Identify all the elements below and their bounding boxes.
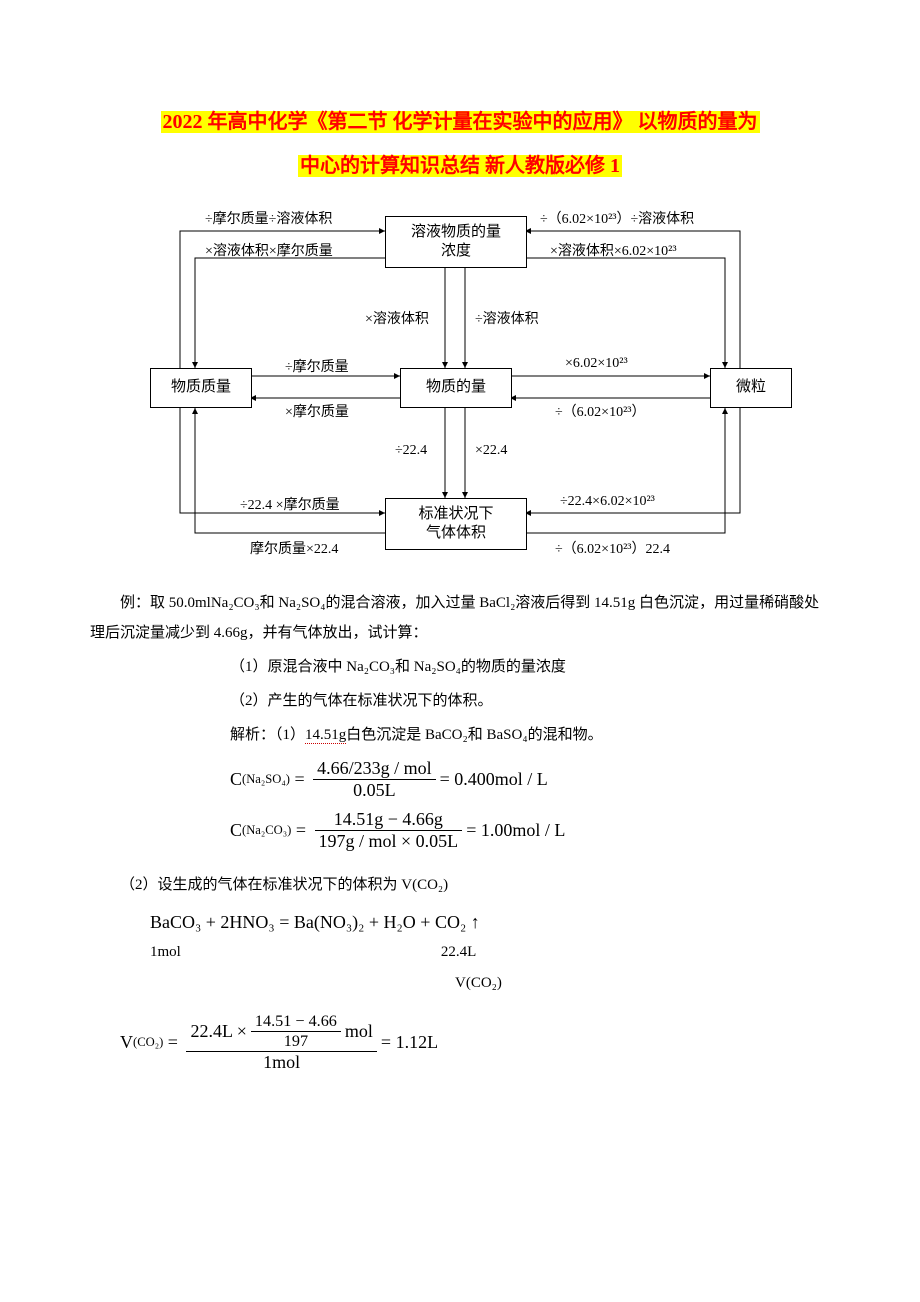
node-concentration: 溶液物质的量 浓度	[385, 216, 527, 268]
formula-c-co3: C(Na₂CO₃) = 14.51g − 4.66g197g / mol × 0…	[230, 809, 830, 852]
answer-intro: 解析：（1）14.51g白色沉淀是 BaCO₂和 BaSO₄的混和物。	[230, 720, 830, 750]
edge-label: ÷（6.02×10²³）÷溶液体积	[540, 208, 694, 228]
edge-label: ÷（6.02×10²³）22.4	[555, 538, 670, 558]
chemical-equation: BaCO₃ + 2HNO₃ = Ba(NO₃)₂ + H₂O + CO₂ ↑	[150, 904, 830, 940]
part2-intro: （2）设生成的气体在标准状况下的体积为 V(CO₂)	[90, 870, 830, 900]
edge-label: ÷（6.02×10²³）	[555, 401, 645, 421]
node-stp: 标准状况下 气体体积	[385, 498, 527, 550]
concept-diagram: 溶液物质的量 浓度 物质质量 物质的量 微粒 标准状况下 气体体积 ÷摩尔质量÷…	[90, 198, 830, 568]
edge-label: ×溶液体积×6.02×10²³	[550, 240, 677, 260]
node-mass: 物质质量	[150, 368, 252, 408]
edge-label: ×溶液体积×摩尔质量	[205, 240, 333, 260]
title-line-1: 2022 年高中化学《第二节 化学计量在实验中的应用》 以物质的量为	[161, 111, 760, 133]
edge-label: 摩尔质量×22.4	[250, 538, 338, 558]
page-title: 2022 年高中化学《第二节 化学计量在实验中的应用》 以物质的量为 中心的计算…	[90, 100, 830, 188]
example-intro: 例：取 50.0mlNa₂CO₃和 Na₂SO₄的混合溶液，加入过量 BaCl₂…	[90, 588, 830, 648]
node-particles: 微粒	[710, 368, 792, 408]
edge-label: ×摩尔质量	[285, 401, 349, 421]
node-mol: 物质的量	[400, 368, 512, 408]
edge-label: ÷22.4 ×摩尔质量	[240, 494, 340, 514]
edge-label: ÷摩尔质量÷溶液体积	[205, 208, 332, 228]
stoich-row-1: 1mol22.4L	[150, 944, 830, 961]
edge-label: ×溶液体积	[365, 308, 429, 328]
formula-c-so4: C(Na₂SO₄) = 4.66/233g / mol0.05L = 0.400…	[230, 758, 830, 801]
title-line-2: 中心的计算知识总结 新人教版必修 1	[298, 155, 622, 177]
question-1: （1）原混合液中 Na₂CO₃和 Na₂SO₄的物质的量浓度	[230, 652, 830, 682]
edge-label: ×22.4	[475, 443, 507, 459]
edge-label: ÷22.4×6.02×10²³	[560, 494, 655, 510]
formula-v-co2: V(CO₂) = 22.4L × 14.51 − 4.66197 mol 1mo…	[120, 1012, 830, 1073]
question-2: （2）产生的气体在标准状况下的体积。	[230, 686, 830, 716]
edge-label: ×6.02×10²³	[565, 356, 628, 372]
edge-label: ÷22.4	[395, 443, 427, 459]
edge-label: ÷摩尔质量	[285, 356, 349, 376]
stoich-row-2: V(CO₂)	[150, 975, 830, 992]
edge-label: ÷溶液体积	[475, 308, 539, 328]
